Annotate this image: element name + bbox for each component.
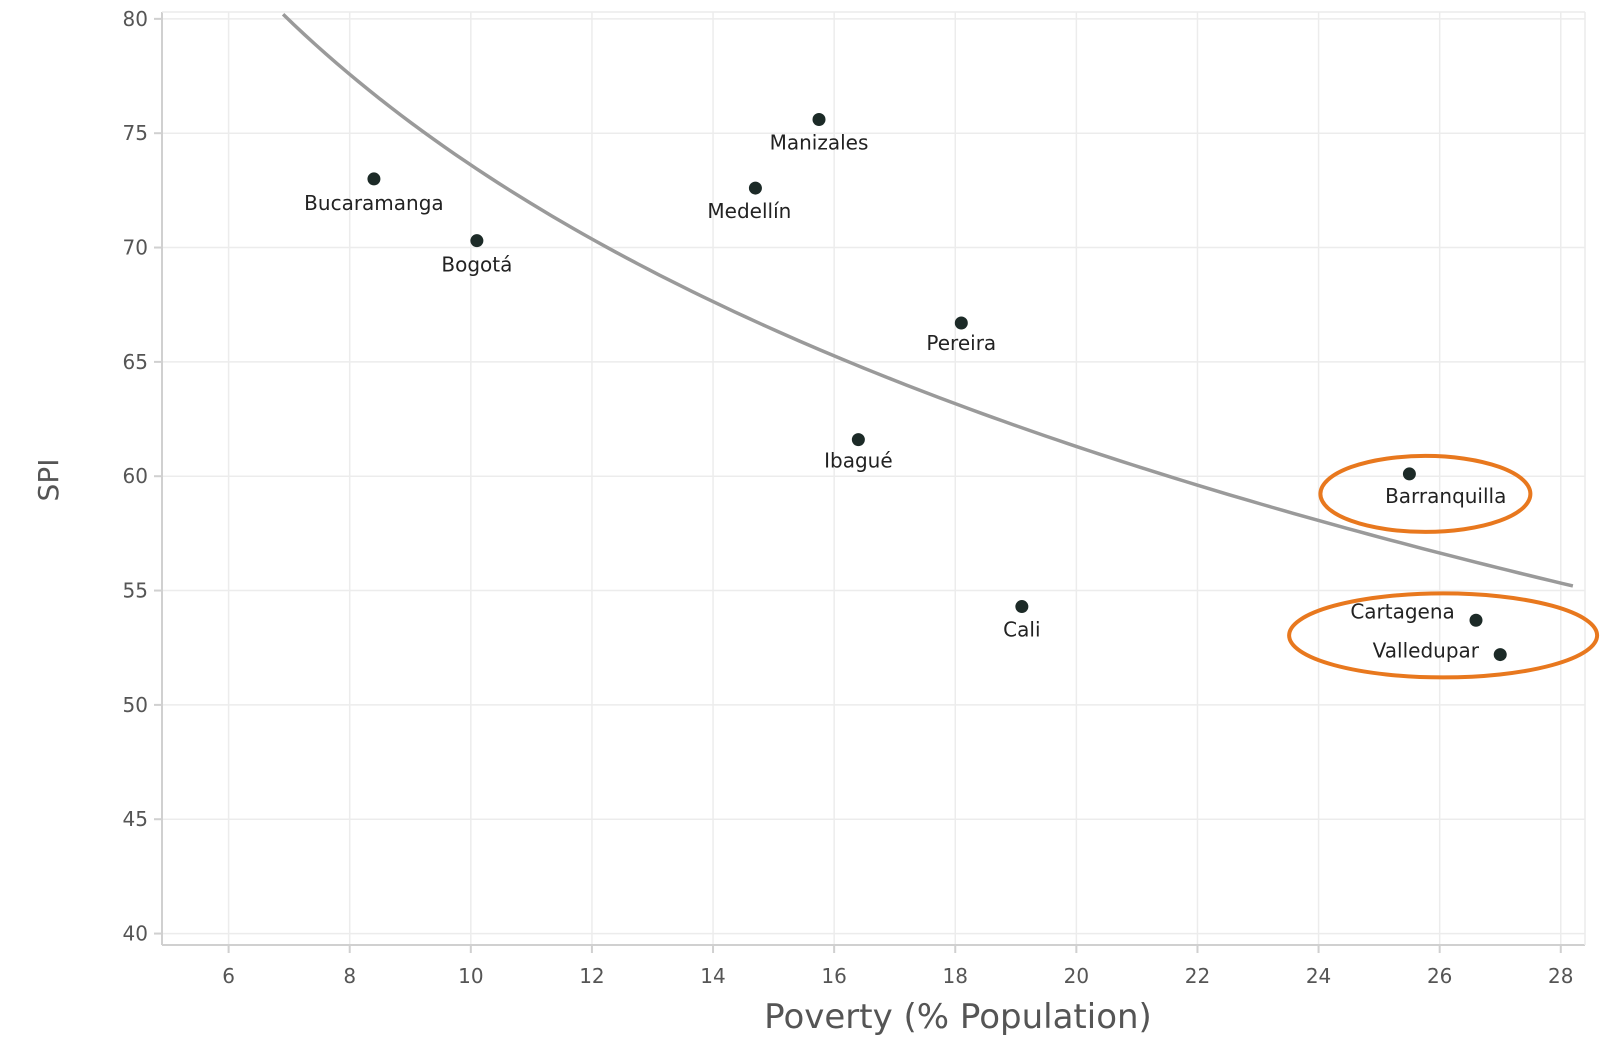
data-point [1015,600,1029,614]
horizontal-gridlines [162,18,1585,935]
data-point [748,181,762,195]
x-tick-label: 16 [821,964,846,988]
point-label: Barranquilla [1385,484,1506,508]
y-tick-label: 80 [123,7,148,31]
x-tick-label: 20 [1064,964,1089,988]
point-label: Cali [1003,618,1040,642]
x-tick-label: 14 [700,964,725,988]
y-axis-title: SPI [32,459,65,502]
x-tick-label: 26 [1427,964,1452,988]
x-axis-title: Poverty (% Population) [764,997,1152,1037]
y-tick-label: 60 [123,464,148,488]
data-point [470,234,484,248]
x-tick-label: 10 [458,964,483,988]
point-label: Pereira [926,331,996,355]
x-tick-labels: 6 8 10 12 14 16 18 20 22 24 26 28 [222,945,1574,988]
y-tick-label: 65 [123,350,148,374]
y-tick-label: 40 [123,922,148,946]
x-tick-label: 24 [1306,964,1331,988]
highlight-ellipses [1287,453,1600,680]
axes [161,11,1586,946]
vertical-gridlines [227,12,1562,945]
x-tick-label: 18 [943,964,968,988]
point-label: Bucaramanga [304,191,444,215]
y-tick-label: 45 [123,807,148,831]
point-label: Manizales [770,130,869,154]
x-tick-label: 28 [1548,964,1573,988]
highlight-ellipse [1287,591,1600,680]
point-label: Valledupar [1373,639,1480,663]
x-tick-label: 6 [222,964,235,988]
data-point [954,316,968,330]
trendline-group [281,13,1574,588]
point-label: Cartagena [1350,599,1454,623]
y-tick-labels: 40 45 50 55 60 65 70 75 80 [123,7,162,946]
data-point [812,112,826,126]
point-label: Ibagué [824,449,893,473]
point-label: Bogotá [441,253,512,277]
x-tick-label: 12 [579,964,604,988]
data-point [851,433,865,447]
data-point [367,172,381,186]
y-tick-label: 70 [123,236,148,260]
data-points [367,112,1507,662]
x-tick-label: 8 [343,964,356,988]
highlight-ellipse [1318,453,1533,534]
point-label: Medellín [707,199,791,223]
trendline [281,13,1574,588]
point-labels: Manizales Bucaramanga Medellín Bogotá Pereir… [304,130,1506,662]
y-tick-label: 50 [123,693,148,717]
data-point [1402,467,1416,481]
y-tick-label: 55 [123,579,148,603]
x-tick-label: 22 [1185,964,1210,988]
data-point [1493,648,1507,662]
y-tick-label: 75 [123,121,148,145]
data-point [1469,613,1483,627]
